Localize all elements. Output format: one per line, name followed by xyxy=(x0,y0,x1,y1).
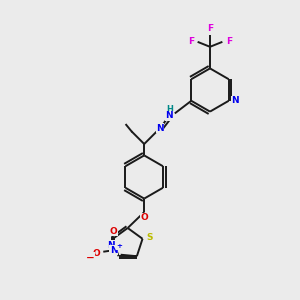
Text: N: N xyxy=(166,111,173,120)
Text: N: N xyxy=(110,246,118,255)
Text: S: S xyxy=(146,233,152,242)
Text: O: O xyxy=(92,249,100,258)
Text: N: N xyxy=(156,124,164,133)
Text: O: O xyxy=(140,213,148,222)
Text: N: N xyxy=(107,241,115,250)
Text: H: H xyxy=(166,105,173,114)
Text: F: F xyxy=(207,24,213,33)
Text: −: − xyxy=(86,253,94,263)
Text: N: N xyxy=(232,96,239,105)
Text: F: F xyxy=(226,38,232,46)
Text: +: + xyxy=(116,243,122,249)
Text: O: O xyxy=(110,227,118,236)
Text: F: F xyxy=(188,38,194,46)
